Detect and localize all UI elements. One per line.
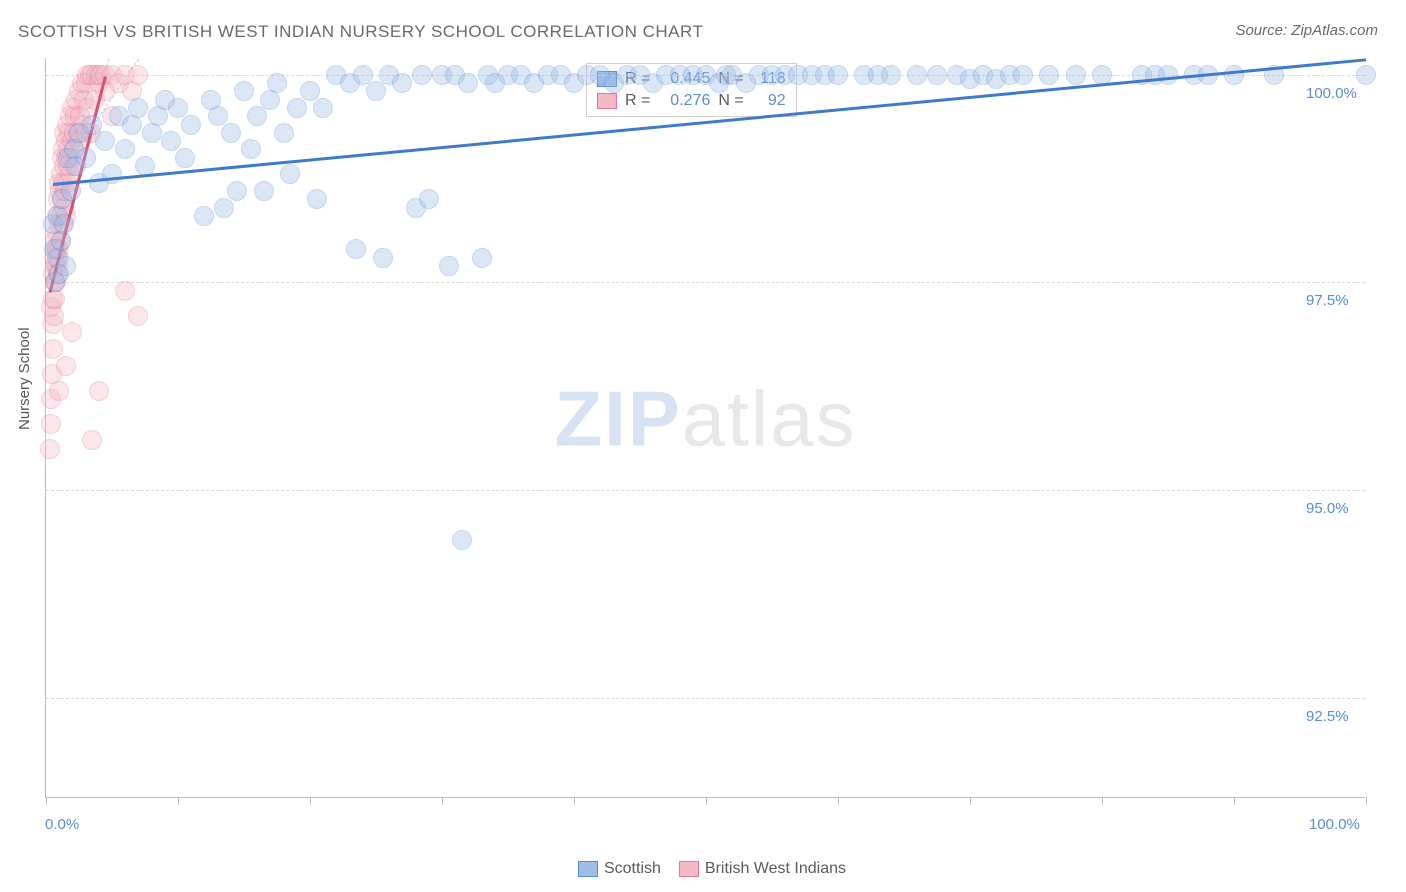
source-label: Source: ZipAtlas.com [1235,22,1378,39]
data-point [115,139,135,159]
watermark-bold: ZIP [554,374,681,462]
y-tick-label: 95.0% [1306,500,1349,517]
x-tick [838,797,839,805]
y-tick-label: 100.0% [1306,85,1357,102]
x-axis-max-label: 100.0% [1309,816,1360,833]
x-tick [1366,797,1367,805]
data-point [346,239,366,259]
legend-r-label: R = [625,90,650,112]
legend-series: Scottish British West Indians [0,860,1406,878]
data-point [439,256,459,276]
data-point [1224,65,1244,85]
data-point [392,73,412,93]
watermark-light: atlas [682,374,857,462]
data-point [102,164,122,184]
data-point [927,65,947,85]
data-point [881,65,901,85]
data-point [56,356,76,376]
gridline [46,698,1365,699]
data-point [49,381,69,401]
data-point [82,115,102,135]
data-point [907,65,927,85]
data-point [115,281,135,301]
data-point [300,81,320,101]
data-point [95,131,115,151]
chart-title: SCOTTISH VS BRITISH WEST INDIAN NURSERY … [18,22,703,42]
legend-swatch [578,861,598,877]
legend-n-label: N = [718,90,743,112]
data-point [412,65,432,85]
x-tick [310,797,311,805]
data-point [458,73,478,93]
gridline [46,490,1365,491]
legend-n-value: 92 [752,90,786,112]
data-point [1039,65,1059,85]
data-point [287,98,307,118]
data-point [1356,65,1376,85]
x-tick [46,797,47,805]
data-point [373,248,393,268]
data-point [168,98,188,118]
x-tick [574,797,575,805]
legend-row: R = 0.276 N = 92 [597,90,786,112]
data-point [247,106,267,126]
data-point [51,231,71,251]
legend-label: British West Indians [705,860,846,877]
data-point [89,381,109,401]
data-point [313,98,333,118]
data-point [274,123,294,143]
data-point [234,81,254,101]
data-point [1158,65,1178,85]
legend-label: Scottish [604,860,661,877]
data-point [472,248,492,268]
data-point [366,81,386,101]
data-point [221,123,241,143]
data-point [419,189,439,209]
legend-swatch [597,93,617,109]
gridline [46,282,1365,283]
y-tick-label: 92.5% [1306,708,1349,725]
legend-r-value: 0.276 [658,90,710,112]
watermark: ZIPatlas [554,373,856,464]
x-tick [178,797,179,805]
data-point [82,430,102,450]
y-tick-label: 97.5% [1306,292,1349,309]
x-axis-min-label: 0.0% [45,816,79,833]
x-tick [970,797,971,805]
data-point [280,164,300,184]
data-point [267,73,287,93]
data-point [62,322,82,342]
data-point [181,115,201,135]
data-point [353,65,373,85]
x-tick [1102,797,1103,805]
data-point [227,181,247,201]
data-point [41,414,61,434]
data-point [56,256,76,276]
data-point [40,439,60,459]
data-point [76,148,96,168]
x-tick [1234,797,1235,805]
data-point [161,131,181,151]
legend-swatch [679,861,699,877]
data-point [828,65,848,85]
data-point [1013,65,1033,85]
plot-area: ZIPatlas R =0.445N =118R =0.276N =92 92.… [45,58,1365,798]
data-point [128,306,148,326]
data-point [54,214,74,234]
y-axis-label: Nursery School [16,327,33,430]
data-point [1066,65,1086,85]
data-point [254,181,274,201]
data-point [208,106,228,126]
x-tick [706,797,707,805]
data-point [128,98,148,118]
data-point [307,189,327,209]
data-point [241,139,261,159]
data-point [214,198,234,218]
data-point [175,148,195,168]
data-point [452,530,472,550]
x-tick [442,797,443,805]
data-point [194,206,214,226]
